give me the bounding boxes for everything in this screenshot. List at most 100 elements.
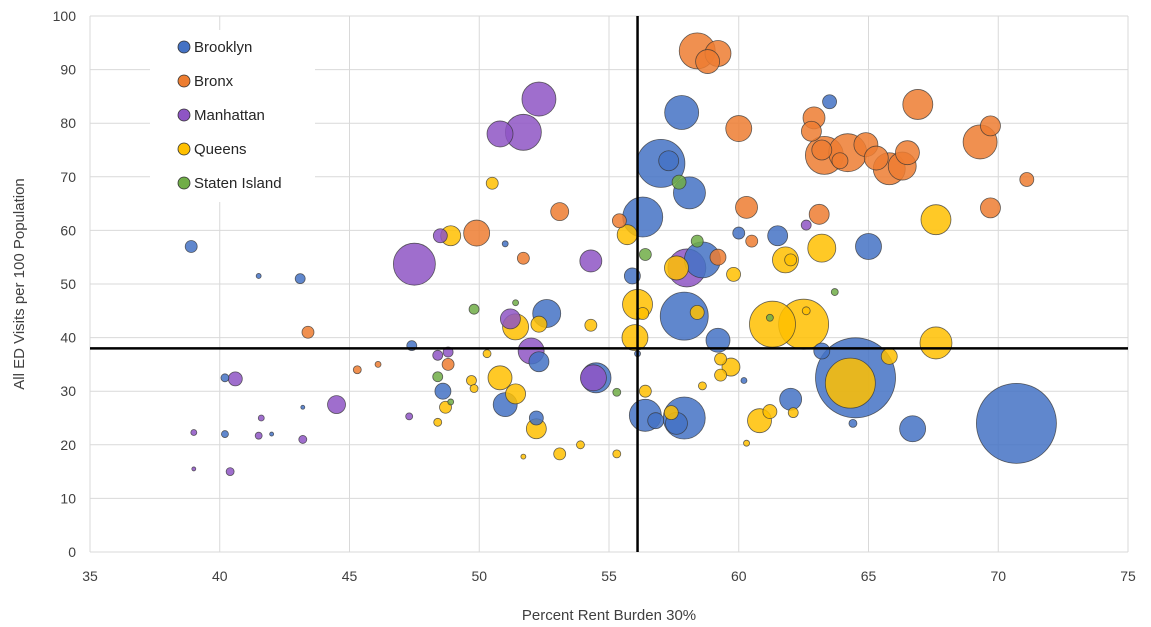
bubble-bronx: [301, 325, 315, 339]
y-tick-label: 10: [60, 490, 76, 506]
legend-label: Bronx: [194, 73, 234, 90]
bubble-queens: [520, 453, 527, 460]
bubble-bronx: [808, 203, 830, 225]
x-tick-label: 55: [601, 568, 617, 584]
bubble-queens: [553, 447, 567, 461]
bubble-queens: [530, 315, 548, 333]
bubble-bronx: [463, 219, 491, 247]
bubble-bronx: [695, 49, 721, 74]
bubble-staten-island: [468, 303, 480, 315]
bubble-bronx: [980, 197, 1001, 219]
bubble-manhattan: [190, 429, 198, 436]
bubble-brooklyn: [294, 273, 306, 285]
bubble-staten-island: [830, 288, 839, 296]
bubble-queens: [469, 384, 479, 393]
bubble-bronx: [352, 365, 362, 375]
bubble-brooklyn: [658, 150, 680, 172]
bubble-staten-island: [638, 248, 652, 261]
bubble-manhattan: [298, 435, 308, 444]
bubble-queens: [920, 204, 952, 236]
legend-label: Brooklyn: [194, 39, 252, 56]
bubble-manhattan: [432, 349, 444, 361]
bubble-queens: [749, 300, 796, 348]
bubble-manhattan: [486, 120, 514, 148]
bubble-queens: [621, 324, 649, 352]
bubble-manhattan: [227, 371, 243, 387]
bubble-brooklyn: [300, 404, 306, 410]
y-tick-label: 40: [60, 330, 76, 346]
bubble-staten-island: [671, 174, 687, 190]
bubble-queens: [505, 383, 526, 405]
x-axis-title: Percent Rent Burden 30%: [522, 607, 696, 624]
bubble-bronx: [735, 195, 758, 219]
bubble-manhattan: [257, 414, 265, 422]
x-tick-label: 70: [990, 568, 1006, 584]
legend-label: Queens: [194, 141, 247, 158]
reference-lines: [90, 16, 1128, 552]
y-tick-label: 30: [60, 383, 76, 399]
bubble-brooklyn: [779, 387, 803, 411]
legend-marker: [177, 142, 191, 156]
bubble-brooklyn: [528, 351, 550, 373]
bubble-bronx: [831, 152, 849, 170]
bubble-brooklyn: [255, 273, 262, 279]
bubble-manhattan: [579, 249, 603, 273]
bubble-queens: [807, 233, 837, 263]
y-tick-label: 50: [60, 276, 76, 292]
bubble-queens: [714, 352, 727, 366]
bubble-brooklyn: [659, 291, 709, 341]
bubble-brooklyn: [184, 240, 198, 253]
bubble-brooklyn: [269, 431, 275, 437]
x-tick-label: 75: [1120, 568, 1136, 584]
bubble-bronx: [1019, 172, 1035, 187]
bubble-queens: [714, 368, 727, 382]
legend-label: Manhattan: [194, 107, 265, 124]
bubble-bronx: [745, 234, 759, 248]
bubble-manhattan: [225, 467, 235, 477]
y-axis-title: All ED Visits per 100 Population: [11, 178, 28, 390]
bubble-staten-island: [447, 398, 455, 406]
bubble-queens: [743, 439, 750, 447]
bubble-queens: [689, 305, 705, 320]
bubble-staten-island: [765, 313, 774, 322]
bubble-brooklyn: [813, 342, 831, 360]
bubble-manhattan: [521, 81, 557, 117]
axes: 35 40 45 50 55 60 65 70 75 0 10 20 30 40 50 60 70 80 90 100: [53, 8, 1136, 584]
bubble-manhattan: [392, 242, 436, 286]
bubble-manhattan: [499, 308, 521, 330]
bubble-bronx: [611, 213, 627, 229]
bubble-queens: [664, 255, 689, 281]
bubble-staten-island: [512, 299, 519, 307]
bubble-queens: [787, 407, 799, 419]
legend-marker: [177, 108, 191, 122]
bubble-queens: [487, 365, 513, 391]
bubble-brooklyn: [501, 240, 509, 248]
bubble-bronx: [374, 360, 382, 368]
y-tick-label: 60: [60, 222, 76, 238]
y-tick-label: 90: [60, 62, 76, 78]
x-tick-label: 60: [731, 568, 747, 584]
bubble-queens: [824, 357, 876, 409]
legend-marker: [177, 40, 191, 54]
bubble-bronx: [811, 139, 833, 161]
bubble-brooklyn: [855, 233, 882, 260]
bubble-staten-island: [690, 234, 704, 248]
legend-box: [150, 30, 315, 202]
bubble-brooklyn: [848, 418, 858, 428]
bubble-staten-island: [612, 387, 622, 397]
bubble-queens: [762, 404, 778, 419]
bubble-brooklyn: [221, 430, 229, 438]
bubble-bronx: [980, 115, 1001, 137]
bubble-manhattan: [254, 431, 263, 440]
bubble-queens: [919, 326, 953, 360]
bubble-queens: [721, 357, 741, 377]
bubble-manhattan: [327, 395, 346, 415]
bubble-bronx: [441, 357, 455, 371]
bubble-manhattan: [580, 364, 607, 392]
bubble-queens: [801, 306, 811, 316]
bubble-brooklyn: [740, 377, 748, 384]
bubble-manhattan: [432, 228, 448, 244]
x-tick-label: 45: [342, 568, 358, 584]
legend: Brooklyn Bronx Manhattan Queens Staten Islan…: [150, 30, 315, 202]
legend-label: Staten Island: [194, 175, 282, 192]
